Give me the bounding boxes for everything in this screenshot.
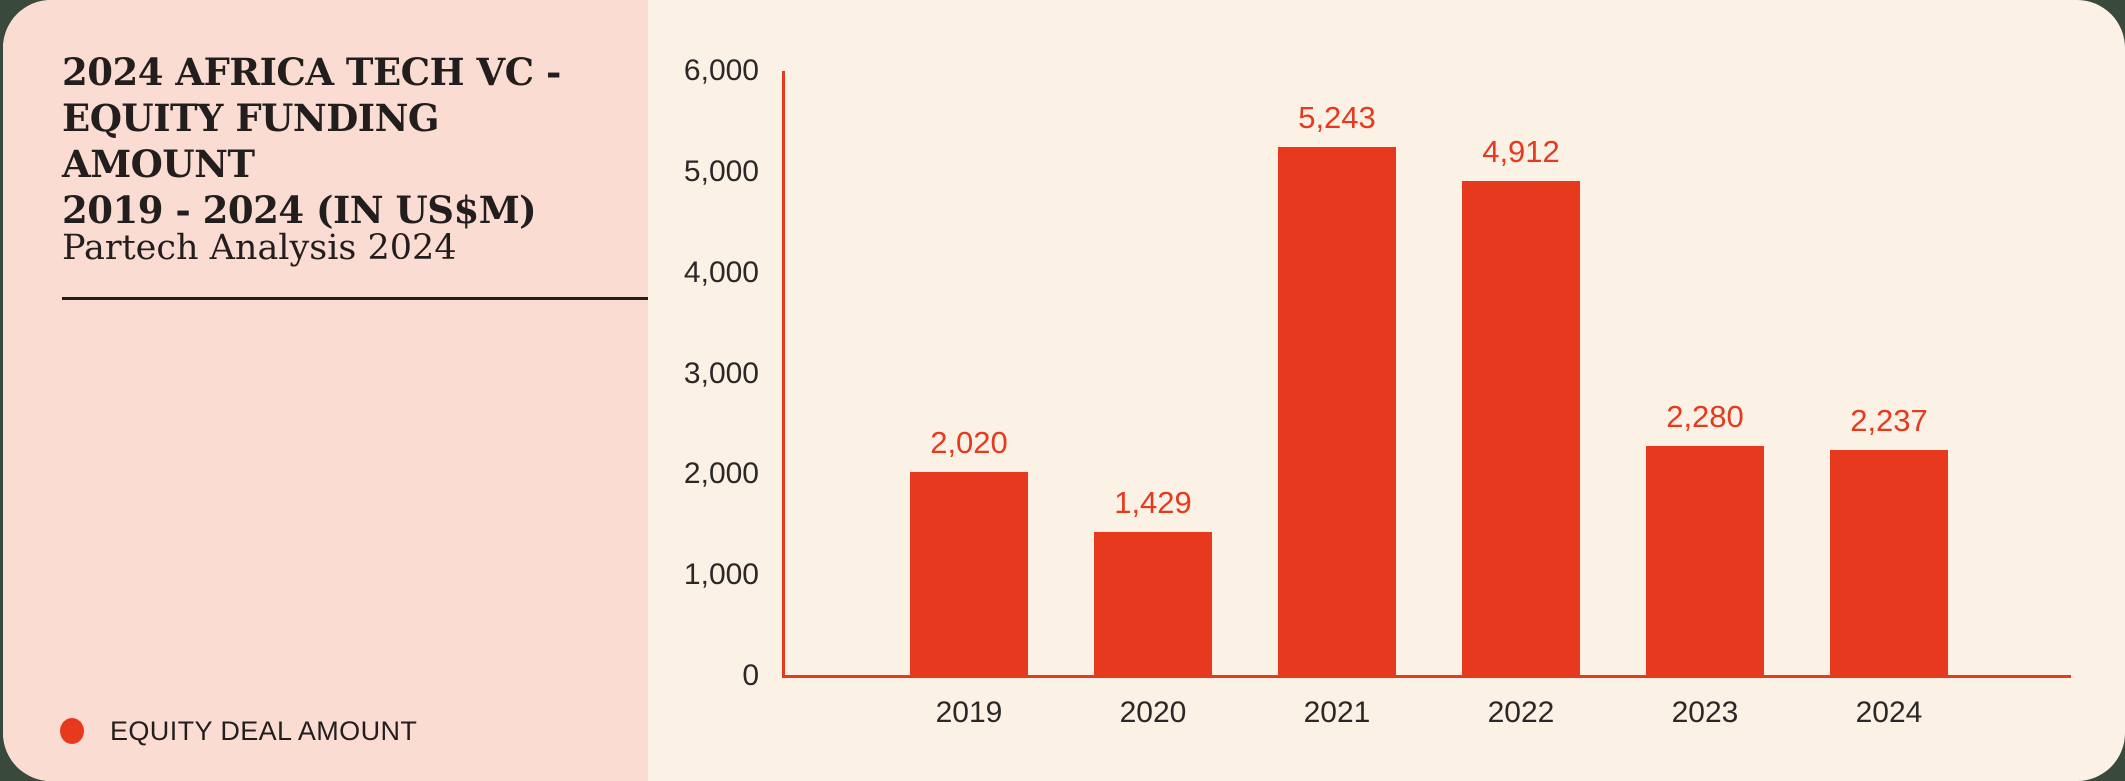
x-tick-label: 2023 bbox=[1671, 696, 1739, 729]
bar-2023 bbox=[1646, 446, 1764, 676]
left-panel bbox=[3, 0, 648, 781]
chart-subtitle: Partech Analysis 2024 bbox=[62, 228, 457, 268]
y-axis-line bbox=[782, 71, 785, 677]
bar-value-label: 2,280 bbox=[1666, 399, 1744, 434]
legend: EQUITY DEAL AMOUNT bbox=[60, 716, 417, 746]
y-tick-label: 1,000 bbox=[683, 558, 759, 592]
bar-2019 bbox=[910, 472, 1028, 676]
y-tick-label: 6,000 bbox=[683, 54, 759, 87]
bar-2020 bbox=[1094, 532, 1212, 676]
y-tick-label: 5,000 bbox=[683, 154, 759, 188]
x-tick-label: 2020 bbox=[1119, 696, 1187, 729]
x-tick-label: 2019 bbox=[935, 696, 1003, 729]
y-tick-label: 0 bbox=[742, 659, 759, 692]
x-tick-label: 2021 bbox=[1303, 696, 1371, 729]
x-axis-line bbox=[782, 675, 2071, 678]
chart-card: 2024 AFRICA TECH VC - EQUITY FUNDING AMO… bbox=[3, 0, 2125, 781]
bar-2021 bbox=[1278, 147, 1396, 676]
title-divider-line bbox=[62, 297, 648, 300]
bar-chart: 0 1,000 2,000 3,000 4,000 5,000 6,000 2,020 2019… bbox=[3, 0, 2125, 781]
bar-value-label: 2,020 bbox=[930, 425, 1008, 460]
y-tick-label: 2,000 bbox=[683, 457, 759, 491]
chart-title-line-3: 2019 - 2024 (IN US$M) bbox=[62, 187, 537, 232]
bar-value-label: 4,912 bbox=[1482, 134, 1560, 169]
chart-title-line-1: 2024 AFRICA TECH VC - bbox=[62, 50, 561, 94]
x-tick-label: 2024 bbox=[1855, 696, 1923, 729]
legend-label: EQUITY DEAL AMOUNT bbox=[110, 715, 418, 746]
legend-dot-icon bbox=[60, 718, 84, 744]
bar-value-label: 2,237 bbox=[1850, 403, 1928, 438]
chart-title-line-2: EQUITY FUNDING AMOUNT bbox=[62, 95, 440, 186]
chart-title: 2024 AFRICA TECH VC - EQUITY FUNDING AMO… bbox=[62, 50, 622, 234]
bar-value-label: 5,243 bbox=[1298, 100, 1376, 135]
bar-2024 bbox=[1830, 450, 1948, 676]
bar-value-label: 1,429 bbox=[1114, 485, 1192, 520]
y-tick-label: 4,000 bbox=[683, 255, 759, 289]
x-tick-label: 2022 bbox=[1487, 696, 1555, 729]
y-tick-label: 3,000 bbox=[683, 356, 759, 390]
bar-2022 bbox=[1462, 181, 1580, 676]
